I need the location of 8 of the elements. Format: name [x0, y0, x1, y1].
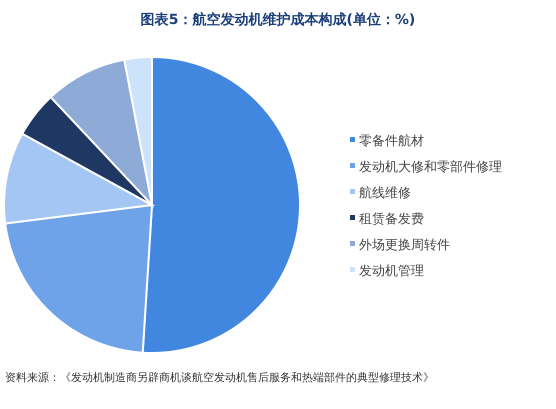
legend-label: 发动机管理	[359, 264, 424, 279]
legend-label: 发动机大修和零部件修理	[359, 160, 502, 175]
legend-label: 航线维修	[359, 186, 411, 201]
legend-label: 零备件航材	[359, 134, 424, 149]
legend-label: 外场更换周转件	[359, 238, 450, 253]
legend-label: 租赁备发费	[359, 212, 424, 227]
text: 资料来源：《发动机制造商另辟商机谈航空发动机售后服务和热端部件的典型修理技术》	[5, 371, 434, 384]
chart-title: 图表5：航空发动机维护成本构成(单位：%)	[140, 11, 416, 28]
